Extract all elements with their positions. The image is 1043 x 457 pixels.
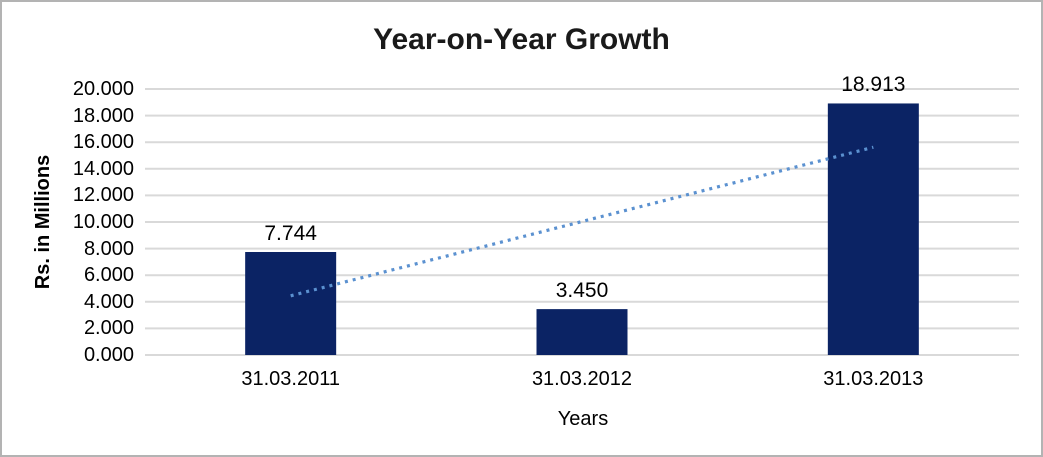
y-tick-label: 12.000 <box>72 184 134 207</box>
x-axis-title: Years <box>557 408 609 430</box>
y-tick-label: 0.000 <box>83 344 134 366</box>
y-tick-label: 20.000 <box>72 78 134 100</box>
chart-title: Year-on-Year Growth <box>373 23 670 56</box>
y-tick-label: 8.000 <box>83 237 134 260</box>
bar-31.03.2012 <box>536 309 628 355</box>
bar-31.03.2011 <box>245 252 337 355</box>
y-tick-label: 4.000 <box>83 290 134 313</box>
data-label: 18.913 <box>841 73 906 97</box>
x-tick-label: 31.03.2011 <box>241 368 340 390</box>
y-tick-label: 14.000 <box>72 157 134 180</box>
y-tick-label: 6.000 <box>83 264 134 287</box>
y-tick-label: 2.000 <box>83 317 134 340</box>
y-tick-label: 18.000 <box>72 104 134 127</box>
x-tick-label: 31.03.2012 <box>531 368 633 390</box>
bar-31.03.2013 <box>827 103 919 356</box>
y-tick-label: 10.000 <box>72 211 134 233</box>
x-tick-label: 31.03.2013 <box>823 368 924 390</box>
y-tick-label: 16.000 <box>72 131 134 154</box>
data-label: 3.450 <box>555 279 609 303</box>
data-label: 7.744 <box>264 222 317 245</box>
